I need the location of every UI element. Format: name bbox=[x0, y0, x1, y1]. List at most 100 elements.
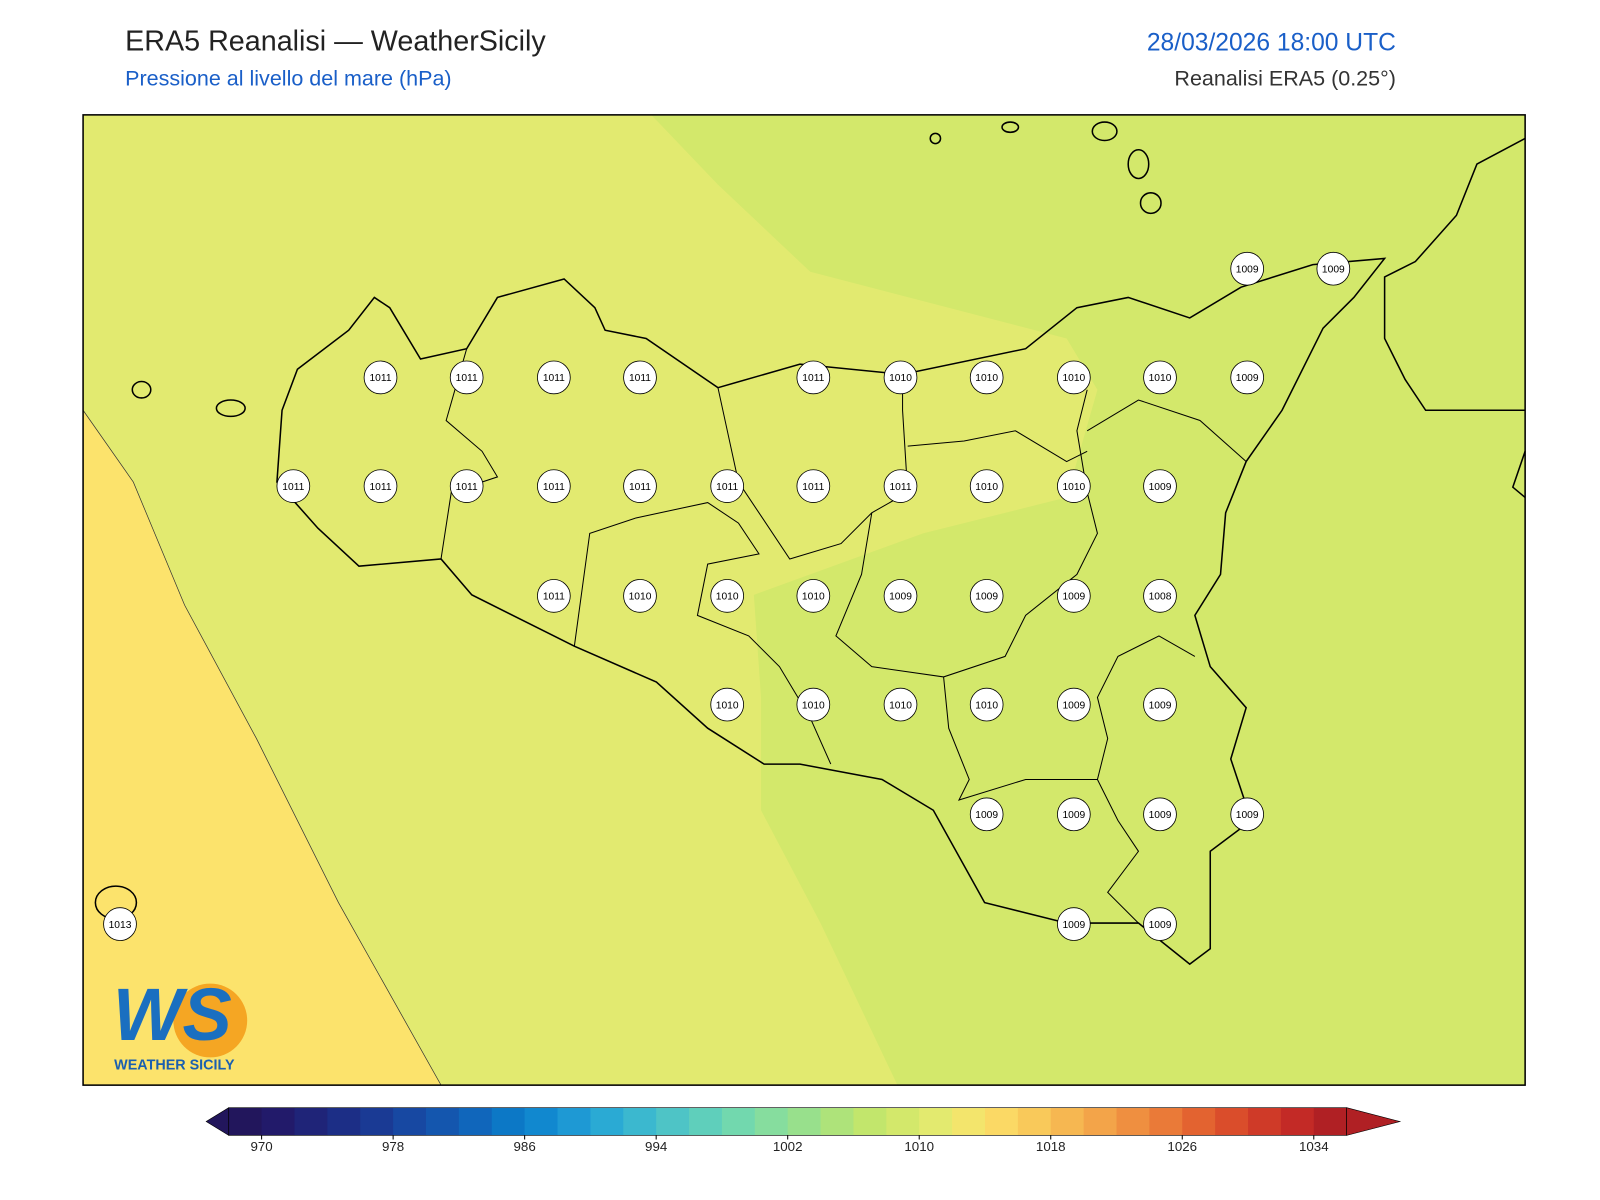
station-marker bbox=[276, 469, 311, 503]
station-marker bbox=[969, 579, 1004, 613]
colorbar-segment bbox=[754, 1107, 789, 1136]
station-label: 1011 bbox=[456, 482, 478, 493]
station: 1009 bbox=[969, 797, 1004, 832]
station: 1011 bbox=[363, 360, 398, 395]
title: ERA5 Reanalisi — WeatherSicily bbox=[125, 26, 546, 58]
station-marker bbox=[363, 469, 398, 503]
station: 1011 bbox=[710, 469, 744, 503]
station-marker bbox=[883, 469, 918, 503]
station-marker bbox=[969, 360, 1004, 395]
colorbar-segment bbox=[1215, 1107, 1249, 1136]
station: 1010 bbox=[969, 687, 1004, 722]
colorbar-tick-label: 1018 bbox=[1036, 1139, 1066, 1154]
datetime: 28/03/2026 18:00 UTC bbox=[1147, 30, 1396, 57]
station-marker bbox=[796, 579, 831, 613]
station-label: 1009 bbox=[1149, 920, 1172, 931]
station-marker bbox=[710, 469, 744, 503]
colorbar-segment bbox=[426, 1107, 460, 1136]
station-label: 1010 bbox=[975, 373, 998, 384]
station-label: 1009 bbox=[1236, 810, 1259, 821]
province-borders bbox=[440, 348, 1247, 924]
colorbar-tick-label: 994 bbox=[645, 1139, 668, 1154]
colorbar-segment bbox=[261, 1107, 295, 1136]
station-marker bbox=[1316, 251, 1351, 286]
station: 1010 bbox=[796, 687, 831, 722]
station-label: 1011 bbox=[629, 373, 651, 384]
station-label: 1011 bbox=[802, 373, 824, 384]
station-marker bbox=[1057, 797, 1091, 832]
station: 1011 bbox=[537, 360, 571, 395]
station-label: 1011 bbox=[543, 373, 565, 384]
station-marker bbox=[883, 687, 918, 722]
colorbar-segment bbox=[1083, 1107, 1118, 1136]
station-marker bbox=[796, 687, 831, 722]
station-label: 1011 bbox=[543, 592, 565, 603]
colorbar-segment bbox=[919, 1107, 953, 1136]
colorbar-segment bbox=[393, 1107, 427, 1136]
station: 1010 bbox=[796, 579, 831, 613]
station-label: 1009 bbox=[1062, 920, 1085, 931]
station: 1011 bbox=[363, 469, 398, 503]
station-label: 1009 bbox=[975, 810, 998, 821]
station-label: 1009 bbox=[1149, 810, 1172, 821]
station-marker bbox=[1057, 360, 1091, 395]
colorbar-tick-label: 1010 bbox=[904, 1139, 934, 1154]
colorbar-segment bbox=[787, 1107, 822, 1136]
station: 1009 bbox=[1057, 579, 1091, 613]
station-label: 1009 bbox=[1236, 373, 1259, 384]
station-label: 1009 bbox=[1149, 482, 1172, 493]
station: 1009 bbox=[883, 579, 918, 613]
station-marker bbox=[103, 907, 137, 941]
colorbar-segment bbox=[656, 1107, 690, 1136]
station-marker bbox=[710, 579, 744, 613]
colorbar-segment bbox=[1313, 1107, 1348, 1136]
colorbar-segment bbox=[557, 1107, 591, 1136]
station-label: 1011 bbox=[282, 482, 304, 493]
colorbar-segment bbox=[853, 1107, 887, 1136]
station-marker bbox=[1143, 469, 1177, 503]
station: 1010 bbox=[710, 579, 744, 613]
station-marker bbox=[449, 360, 484, 395]
logo-mark: WS bbox=[113, 973, 232, 1056]
station-label: 1010 bbox=[1062, 373, 1085, 384]
colorbar-segment bbox=[294, 1107, 328, 1136]
station-marker bbox=[1230, 797, 1264, 832]
station-marker bbox=[623, 579, 657, 613]
station-label: 1011 bbox=[802, 482, 824, 493]
colorbar-extend-high bbox=[1346, 1107, 1402, 1136]
station-marker bbox=[1057, 907, 1091, 941]
source: Reanalisi ERA5 (0.25°) bbox=[1174, 67, 1395, 91]
station: 1009 bbox=[1230, 797, 1264, 832]
station: 1009 bbox=[1057, 687, 1091, 722]
station: 1010 bbox=[883, 687, 918, 722]
station: 1010 bbox=[710, 687, 744, 722]
station-label: 1010 bbox=[889, 700, 912, 711]
station: 1010 bbox=[883, 360, 918, 395]
colorbar-segment bbox=[1182, 1107, 1216, 1136]
station-marker bbox=[1230, 251, 1264, 286]
colorbar-segment bbox=[491, 1107, 526, 1136]
colorbar-segment bbox=[1248, 1107, 1282, 1136]
station-label: 1011 bbox=[716, 482, 738, 493]
colorbar-tick-label: 1026 bbox=[1167, 1139, 1197, 1154]
colorbar-tick-label: 970 bbox=[250, 1139, 272, 1154]
colorbar-segment bbox=[1017, 1107, 1052, 1136]
station-marker bbox=[363, 360, 398, 395]
colorbar-segment bbox=[1116, 1107, 1150, 1136]
subtitle: Pressione al livello del mare (hPa) bbox=[125, 67, 451, 91]
colorbar-segment bbox=[886, 1107, 920, 1136]
station-marker bbox=[969, 687, 1004, 722]
station-label: 1010 bbox=[802, 592, 825, 603]
station: 1010 bbox=[1057, 360, 1091, 395]
station: 1009 bbox=[1143, 687, 1177, 722]
colorbar-extend-low bbox=[205, 1107, 230, 1136]
colorbar-tick-label: 1034 bbox=[1299, 1139, 1329, 1154]
station: 1011 bbox=[883, 469, 918, 503]
station: 1010 bbox=[969, 360, 1004, 395]
station-marker bbox=[1143, 579, 1177, 613]
station-label: 1009 bbox=[1062, 810, 1085, 821]
station: 1009 bbox=[1230, 360, 1264, 395]
station-label: 1011 bbox=[369, 482, 391, 493]
logo-sun bbox=[173, 983, 248, 1058]
